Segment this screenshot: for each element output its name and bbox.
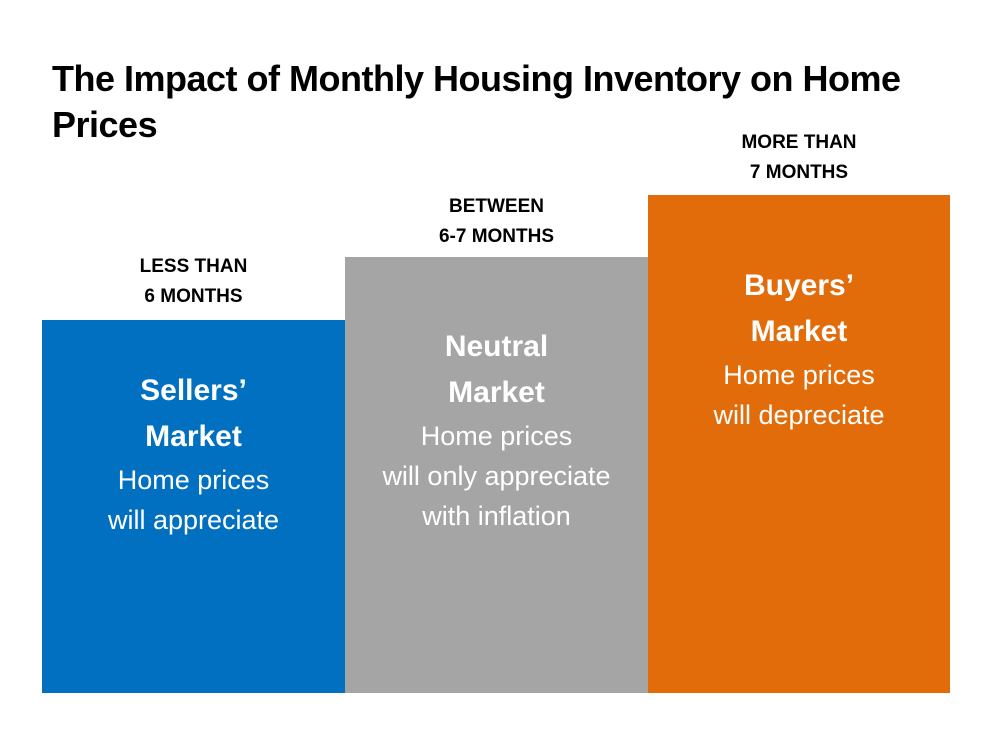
- block-heading: Sellers’: [140, 374, 247, 407]
- block-description: with inflation: [422, 501, 571, 531]
- sellers-caption: LESS THAN 6 MONTHS: [42, 252, 345, 312]
- sellers-market-block: Sellers’ Market Home prices will appreci…: [42, 320, 345, 693]
- caption-line: 6 MONTHS: [144, 286, 243, 307]
- block-heading: Market: [145, 420, 242, 453]
- block-description: will appreciate: [107, 505, 280, 535]
- block-description: Home prices: [420, 421, 573, 451]
- block-heading: Market: [750, 315, 848, 348]
- caption-line: LESS THAN: [139, 256, 248, 277]
- block-description: will only appreciate: [382, 461, 611, 491]
- page-title: The Impact of Monthly Housing Inventory …: [52, 58, 901, 145]
- caption-line: MORE THAN: [741, 132, 857, 153]
- buyers-market-block: Buyers’ Market Home prices will deprecia…: [648, 195, 950, 693]
- caption-line: 7 MONTHS: [749, 162, 849, 183]
- block-description: will depreciate: [713, 400, 885, 430]
- block-description: Home prices: [723, 360, 875, 390]
- block-heading: Market: [448, 376, 545, 409]
- caption-line: 6-7 MONTHS: [438, 226, 555, 247]
- neutral-market-block: Neutral Market Home prices will only app…: [345, 257, 648, 693]
- block-heading: Neutral: [444, 330, 549, 363]
- neutral-caption: BETWEEN 6-7 MONTHS: [345, 192, 648, 252]
- caption-line: BETWEEN: [449, 196, 544, 217]
- block-heading: Buyers’: [743, 269, 855, 302]
- buyers-caption: MORE THAN 7 MONTHS: [648, 128, 950, 188]
- block-description: Home prices: [117, 465, 270, 495]
